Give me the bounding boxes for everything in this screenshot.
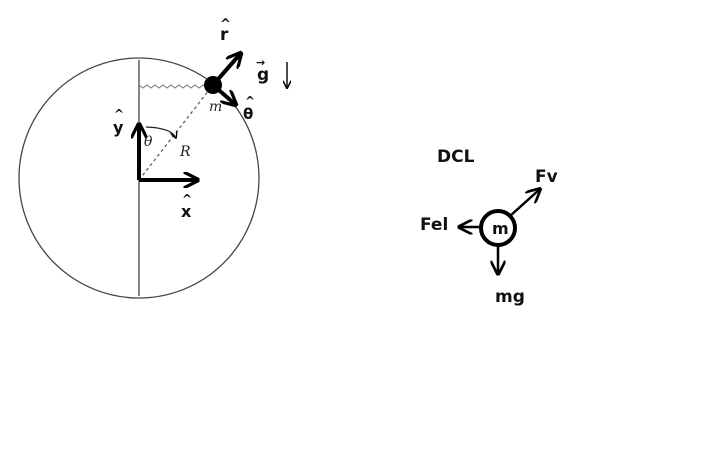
- r-hat-arrow: [211, 53, 241, 87]
- theta-label: θ: [144, 134, 153, 150]
- fv-arrow: [509, 189, 540, 217]
- fv-label: Fv: [535, 167, 558, 187]
- radius-line: [138, 84, 214, 181]
- y-hat-caret: ^: [114, 107, 124, 121]
- g-vec-label: g: [257, 65, 269, 85]
- fel-label: Fel: [420, 215, 448, 235]
- spring: [138, 84, 212, 89]
- x-hat-label: x: [181, 202, 192, 221]
- hoop-circle: [18, 57, 260, 299]
- r-hat-caret: ^: [220, 17, 231, 32]
- dcl-mass-label: m: [492, 219, 509, 238]
- free-body-diagram: DCL m Fv Fel mg: [420, 147, 558, 307]
- y-hat-label: y: [113, 118, 124, 137]
- radius-label: R: [179, 144, 191, 160]
- mg-label: mg: [495, 287, 525, 307]
- x-hat-caret: ^: [182, 192, 192, 206]
- r-hat-label: r: [220, 25, 229, 45]
- theta-hat-arrow: [211, 83, 236, 105]
- g-vec-arrow: →: [256, 56, 265, 69]
- theta-hat-label: θ: [243, 105, 253, 123]
- hoop-diagram: ^ r → g m ^ θ ^ y θ R ^ x: [18, 17, 287, 299]
- mass-label: m: [209, 99, 222, 115]
- theta-arc: [145, 126, 176, 138]
- theta-hat-caret: ^: [245, 94, 255, 108]
- dcl-title: DCL: [437, 147, 475, 167]
